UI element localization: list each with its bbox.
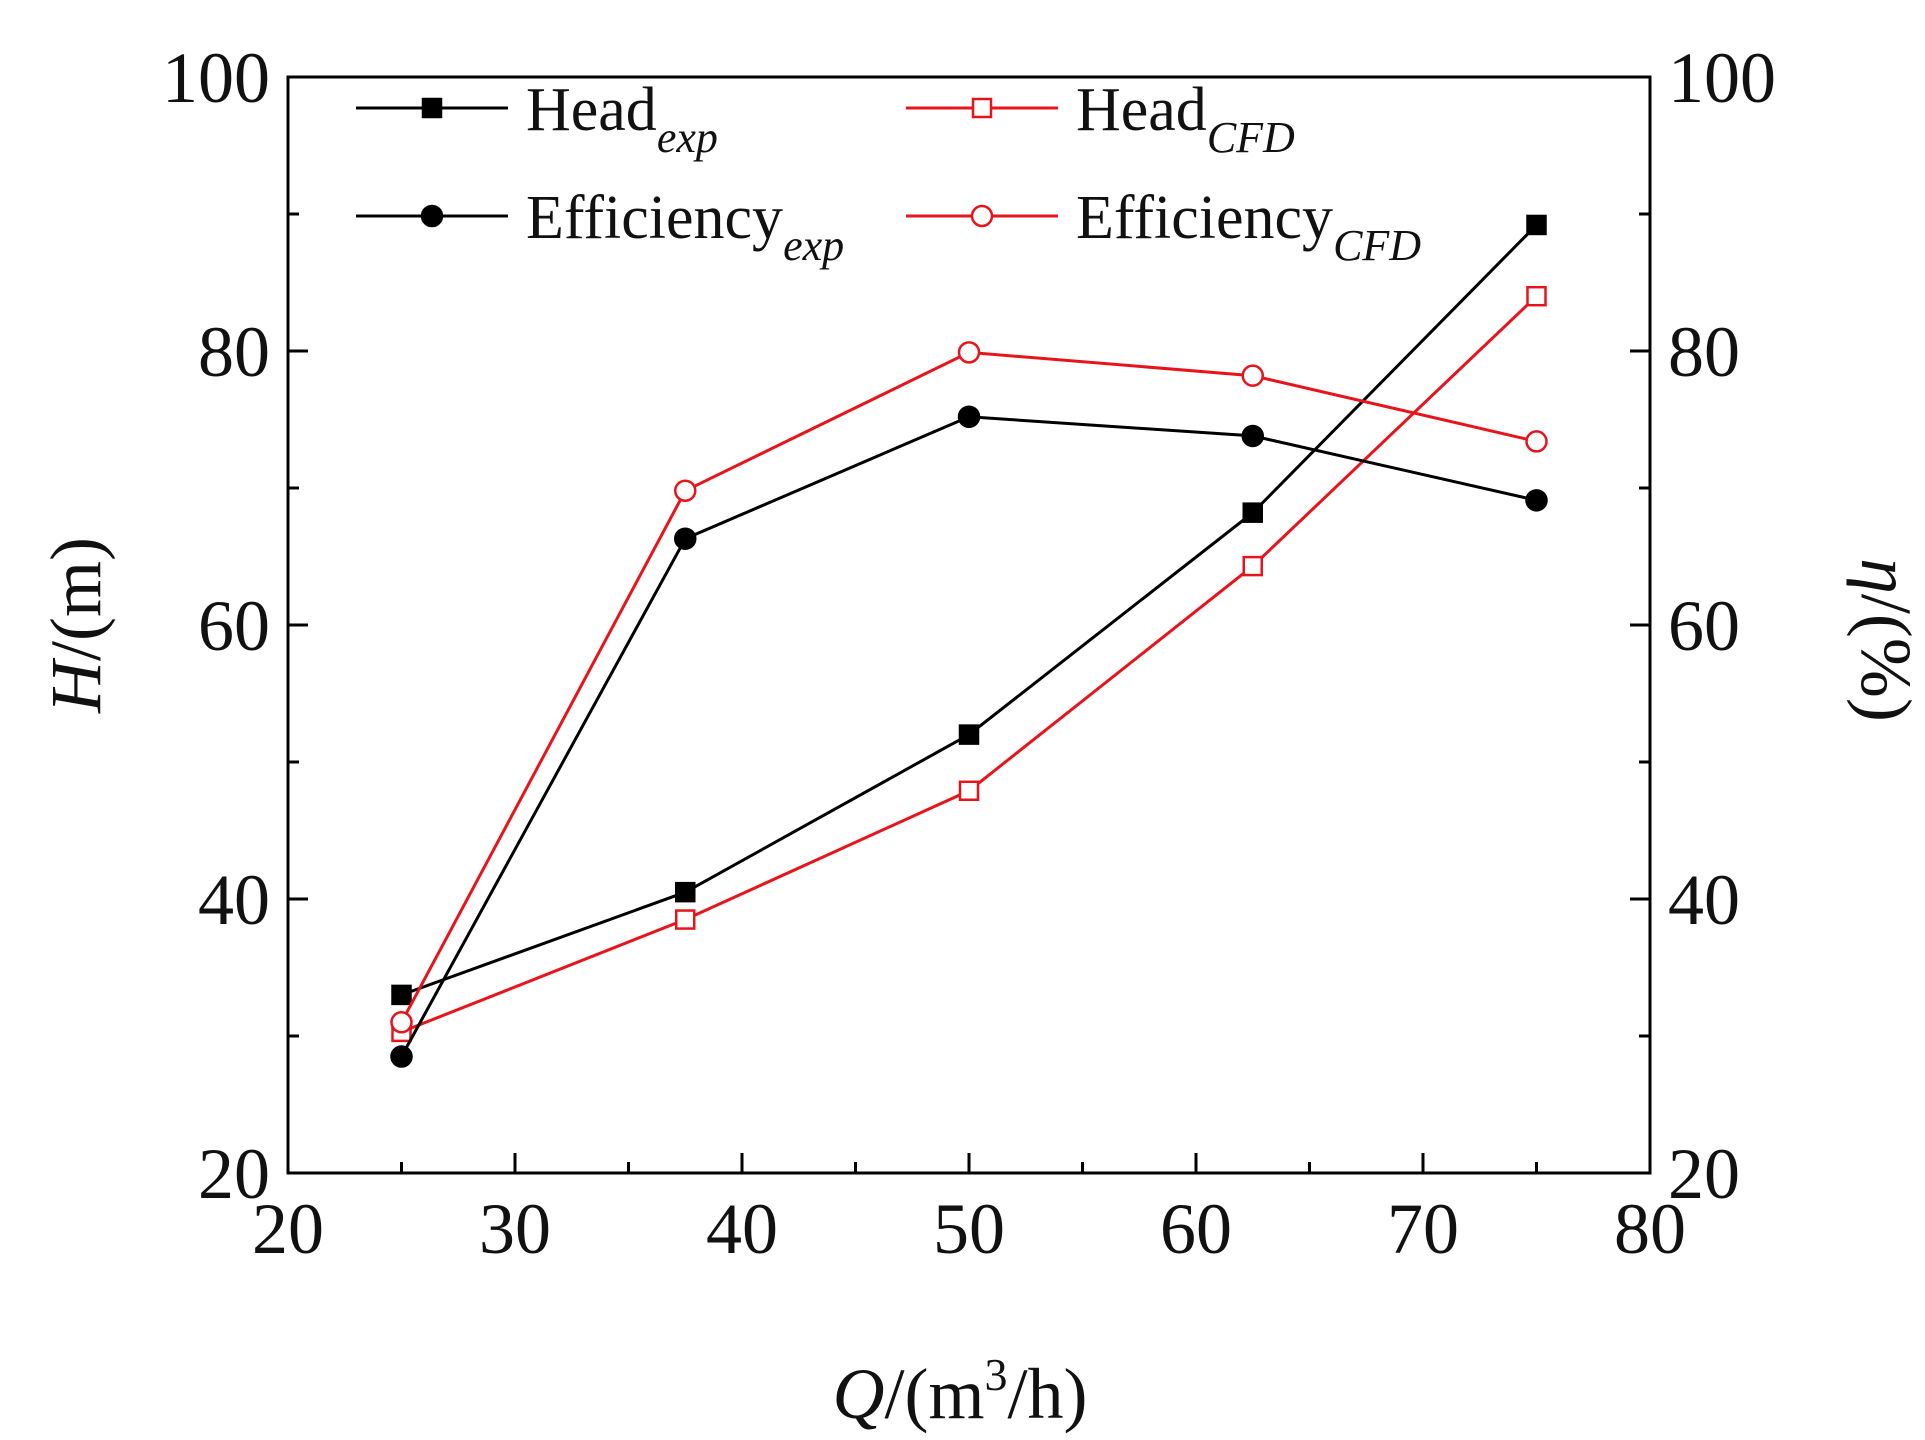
point-head_cfd-3 bbox=[1242, 555, 1263, 577]
legend-marker bbox=[421, 97, 443, 119]
point-head_cfd-4 bbox=[1526, 285, 1547, 307]
point-eff_cfd-2 bbox=[957, 341, 981, 364]
legend: Headexp HeadCFD Efficiencyexp EfficiencyCFD bbox=[356, 76, 1421, 270]
y-left-tick-label-100: 100 bbox=[162, 38, 270, 118]
y-right-tick-label-40: 40 bbox=[1668, 860, 1740, 940]
y-left-tick-label-40: 40 bbox=[198, 860, 270, 940]
point-eff_exp-1 bbox=[674, 527, 697, 550]
series-layer bbox=[390, 214, 1548, 1068]
point-eff_cfd-3 bbox=[1241, 364, 1264, 387]
x-tick-label-30: 30 bbox=[479, 1189, 551, 1269]
point-head_exp-1 bbox=[675, 881, 696, 903]
y-right-tick-label-60: 60 bbox=[1668, 586, 1740, 666]
y-axis-right: 20 40 60 80 100 bbox=[1630, 38, 1776, 1214]
point-eff_exp-3 bbox=[1241, 424, 1264, 448]
y-axis-left: 20 40 60 80 100 bbox=[162, 38, 308, 1214]
y-right-tick-label-100: 100 bbox=[1668, 38, 1776, 118]
x-tick-label-70: 70 bbox=[1387, 1189, 1459, 1269]
point-eff_cfd-4 bbox=[1525, 430, 1548, 453]
x-tick-label-60: 60 bbox=[1160, 1189, 1232, 1269]
series-line-head_exp bbox=[400, 223, 1538, 997]
legend-marker bbox=[420, 204, 444, 228]
y-axis-left-title: H/(m) bbox=[36, 537, 116, 714]
y-right-tick-label-80: 80 bbox=[1668, 312, 1740, 392]
point-eff_exp-2 bbox=[957, 405, 981, 429]
y-left-tick-label-60: 60 bbox=[198, 586, 270, 666]
x-axis-title: Q/(m3/h) bbox=[833, 1349, 1088, 1434]
series-head_cfd bbox=[391, 285, 1547, 1043]
legend-item-eff_cfd: EfficiencyCFD bbox=[906, 184, 1421, 270]
legend-label: HeadCFD bbox=[1076, 76, 1295, 162]
series-line-eff_cfd bbox=[400, 350, 1537, 1024]
point-head_cfd-2 bbox=[958, 780, 980, 802]
plot-frame bbox=[286, 75, 1652, 1175]
legend-item-eff_exp: Efficiencyexp bbox=[356, 184, 844, 270]
point-head_exp-4 bbox=[1526, 214, 1547, 236]
legend-label: Headexp bbox=[526, 76, 718, 162]
y-right-tick-label-20: 20 bbox=[1668, 1134, 1740, 1214]
y-axis-right-title: η/(%) bbox=[1846, 558, 1925, 722]
point-eff_exp-0 bbox=[390, 1045, 413, 1068]
point-head_exp-0 bbox=[391, 984, 412, 1006]
y-left-tick-label-80: 80 bbox=[198, 312, 270, 392]
legend-label: Efficiencyexp bbox=[526, 184, 844, 270]
x-tick-label-50: 50 bbox=[933, 1189, 1005, 1269]
series-eff_exp bbox=[390, 405, 1548, 1068]
point-head_exp-3 bbox=[1242, 502, 1263, 523]
legend-item-head_cfd: HeadCFD bbox=[906, 76, 1295, 162]
point-eff_exp-4 bbox=[1525, 489, 1548, 512]
legend-marker bbox=[970, 204, 994, 228]
x-tick-label-40: 40 bbox=[706, 1189, 778, 1269]
point-head_cfd-1 bbox=[675, 909, 696, 930]
point-head_exp-2 bbox=[958, 724, 980, 745]
y-left-tick-label-20: 20 bbox=[198, 1134, 270, 1214]
x-axis: 20 30 40 50 60 70 80 bbox=[252, 1153, 1686, 1269]
legend-item-head_exp: Headexp bbox=[356, 76, 718, 162]
legend-label: EfficiencyCFD bbox=[1076, 184, 1421, 270]
series-eff_cfd bbox=[390, 341, 1548, 1034]
plot-border bbox=[286, 75, 1652, 1175]
series-head_exp bbox=[391, 214, 1547, 1006]
x-tick-label-20: 20 bbox=[252, 1189, 324, 1269]
legend-marker bbox=[971, 97, 993, 119]
x-tick-label-80: 80 bbox=[1614, 1189, 1686, 1269]
point-eff_cfd-0 bbox=[390, 1011, 413, 1034]
point-eff_cfd-1 bbox=[674, 479, 697, 502]
